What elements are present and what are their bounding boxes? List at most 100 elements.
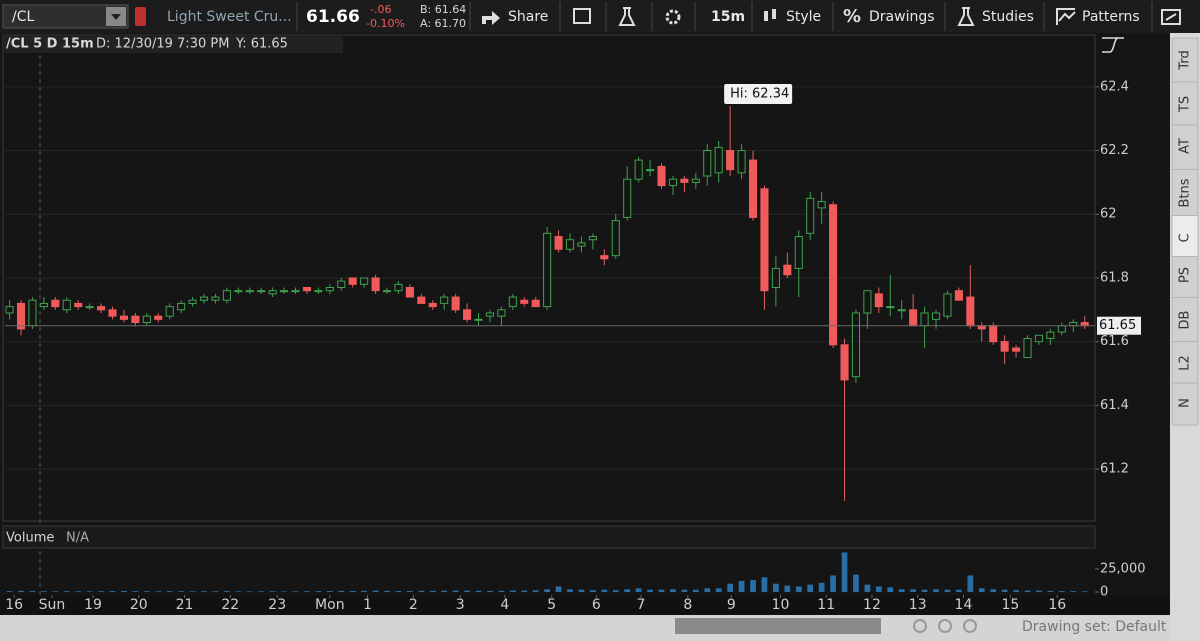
volume-bar [418, 590, 425, 592]
volume-bar [898, 589, 905, 592]
side-tab[interactable] [1171, 37, 1199, 83]
zoom-icon[interactable] [913, 619, 927, 633]
candle-body [520, 299, 529, 304]
candle-body [474, 318, 483, 321]
volume-bar [738, 580, 745, 592]
candle-body [886, 306, 895, 309]
side-tab[interactable] [1171, 382, 1199, 426]
candle-body [897, 309, 906, 312]
drawing-set[interactable]: Drawing set: Default [1022, 619, 1167, 635]
candle-body [337, 280, 346, 288]
price-axis-icon[interactable] [1102, 37, 1124, 53]
volume-bar [441, 590, 448, 592]
x-tick-label: 4 [500, 597, 509, 613]
studies-icon [957, 7, 975, 26]
chart-symbol: /CL 5 D 15m [6, 37, 94, 52]
side-tab[interactable] [1171, 341, 1199, 384]
volume-bar [590, 590, 596, 592]
volume-bar [269, 591, 276, 592]
volume-bar [1024, 590, 1031, 592]
candle-body [428, 302, 437, 308]
candle-body [989, 325, 998, 343]
candle-body [211, 296, 220, 301]
volume-bar [246, 591, 253, 592]
style-button[interactable]: Style [764, 9, 821, 25]
volume-bar [864, 584, 871, 592]
volume-bar [281, 591, 287, 592]
candle-body [588, 236, 597, 241]
side-tab[interactable] [1171, 81, 1199, 126]
candle-body [177, 302, 186, 311]
candle-body [634, 159, 643, 180]
side-tab-label: PS [1178, 267, 1193, 283]
candle-body [863, 290, 872, 314]
share-button[interactable]: Share [482, 9, 548, 25]
candle-body [280, 290, 289, 293]
volume-bar [212, 591, 219, 592]
volume-bar [956, 589, 962, 592]
candle-body [726, 150, 735, 171]
annotation-box [724, 83, 793, 104]
side-tab-label: TS [1178, 96, 1193, 113]
drawings-button[interactable]: % Drawings [843, 6, 935, 27]
y-tick-label: 0 [1100, 585, 1108, 600]
volume-subtitle: N/A [66, 531, 89, 546]
candle-body [497, 309, 506, 317]
x-tick-label: 1 [363, 597, 372, 613]
x-tick-label: 16 [1048, 597, 1066, 613]
flask-icon[interactable] [618, 7, 636, 26]
volume-bar [875, 586, 882, 592]
candle-body [199, 296, 209, 301]
volume-bar [670, 589, 676, 592]
candle-body [817, 201, 826, 209]
side-tab[interactable] [1171, 169, 1199, 216]
side-tab[interactable] [1171, 297, 1199, 342]
volume-bar [704, 588, 711, 592]
extra-icon[interactable] [1161, 9, 1181, 25]
x-tick-label: 9 [727, 597, 736, 613]
net-change: -.06 [370, 3, 391, 16]
x-tick-label: 3 [456, 597, 465, 613]
patterns-button[interactable]: Patterns [1056, 8, 1140, 25]
pct-change: -0.10% [366, 17, 405, 30]
side-tab[interactable] [1171, 215, 1199, 257]
candle-body [646, 169, 655, 172]
volume-bar [681, 589, 688, 592]
link-icon[interactable] [135, 7, 146, 26]
volume-bar [178, 591, 184, 592]
message-icon[interactable] [573, 8, 591, 24]
volume-bar [967, 575, 974, 592]
volume-bar [624, 589, 631, 592]
volume-bar [509, 590, 516, 592]
volume-bar [532, 590, 539, 592]
side-tab-label: AT [1178, 138, 1193, 154]
studies-button[interactable]: Studies [957, 7, 1034, 26]
candle-body [314, 290, 323, 293]
style-icon [764, 11, 768, 21]
side-tab[interactable] [1171, 124, 1199, 170]
volume-bar [475, 590, 482, 592]
candle-body [142, 315, 151, 324]
volume-bar [1081, 591, 1088, 592]
last-price-label: 61.65 [1099, 318, 1136, 333]
candle-body [829, 204, 838, 346]
zoom-out-icon[interactable] [963, 619, 977, 633]
symbol-input[interactable] [2, 4, 129, 29]
volume-bar [75, 591, 82, 592]
zoom-in-icon[interactable] [938, 619, 952, 633]
timeframe[interactable]: 15m [711, 9, 745, 25]
candle-body [268, 290, 277, 295]
settings-icon[interactable] [665, 9, 681, 25]
candle-body [1034, 334, 1044, 343]
y-tick-label: 61.8 [1100, 270, 1129, 285]
volume-bar [487, 590, 493, 592]
ask: A: 61.70 [420, 17, 466, 30]
volume-bar [18, 590, 24, 592]
volume-bar [86, 591, 93, 592]
scroll-thumb[interactable] [675, 618, 881, 634]
volume-bar [601, 589, 608, 592]
candle-body [954, 290, 963, 301]
toolbar [0, 0, 1200, 33]
candle-body [245, 290, 254, 293]
